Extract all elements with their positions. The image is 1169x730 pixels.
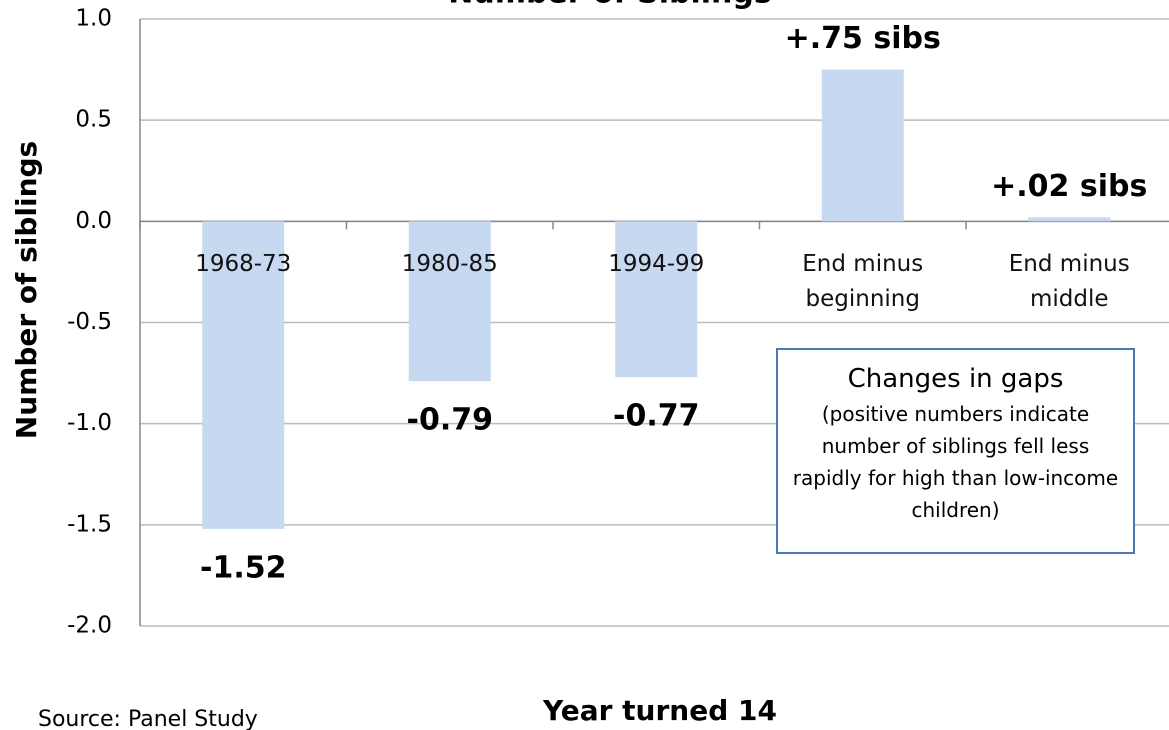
x-tick-label: 1968-73	[195, 251, 292, 278]
y-axis-label: Number of siblings	[10, 141, 43, 439]
x-tick-label: End minus beginning	[802, 251, 924, 313]
y-tick-label: 0.5	[75, 107, 112, 133]
bar	[408, 221, 491, 382]
value-label: -0.77	[613, 399, 699, 434]
x-tick-label: 1980-85	[401, 251, 498, 278]
y-tick-label: -1.5	[67, 511, 112, 537]
value-label: -0.79	[407, 403, 493, 438]
source-note: Source: Panel Study	[38, 707, 258, 730]
bar	[615, 221, 698, 378]
value-label: +.02 sibs	[991, 169, 1147, 204]
y-tick-label: -2.0	[67, 613, 112, 639]
chart-title: Number of Siblings	[448, 0, 772, 11]
y-tick-label: -1.0	[67, 410, 112, 436]
annotation-title: Changes in gaps	[847, 364, 1064, 394]
x-tick-label: 1994-99	[608, 251, 705, 278]
bar	[821, 69, 904, 222]
y-tick-label: 0.0	[75, 208, 112, 234]
x-axis-label: Year turned 14	[542, 694, 777, 727]
value-label: +.75 sibs	[785, 21, 941, 56]
y-tick-label: 1.0	[75, 6, 112, 32]
annotation-box: Changes in gaps (positive numbers indica…	[776, 348, 1135, 554]
annotation-text: (positive numbers indicate number of sib…	[792, 402, 1119, 522]
x-tick-label: End minus middle	[1008, 251, 1130, 313]
bar	[202, 221, 285, 529]
value-label: -1.52	[200, 550, 286, 585]
bar	[1028, 217, 1111, 222]
y-tick-label: -0.5	[67, 309, 112, 335]
